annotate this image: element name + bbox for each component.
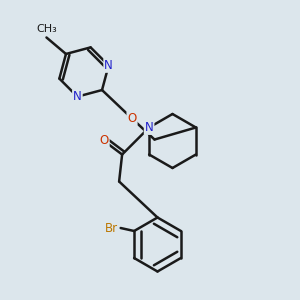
Text: O: O [128,112,137,125]
Text: N: N [104,59,113,72]
Text: O: O [100,134,109,148]
Text: N: N [73,90,82,103]
Text: CH₃: CH₃ [36,24,57,34]
Text: Br: Br [105,221,118,235]
Text: N: N [145,121,154,134]
